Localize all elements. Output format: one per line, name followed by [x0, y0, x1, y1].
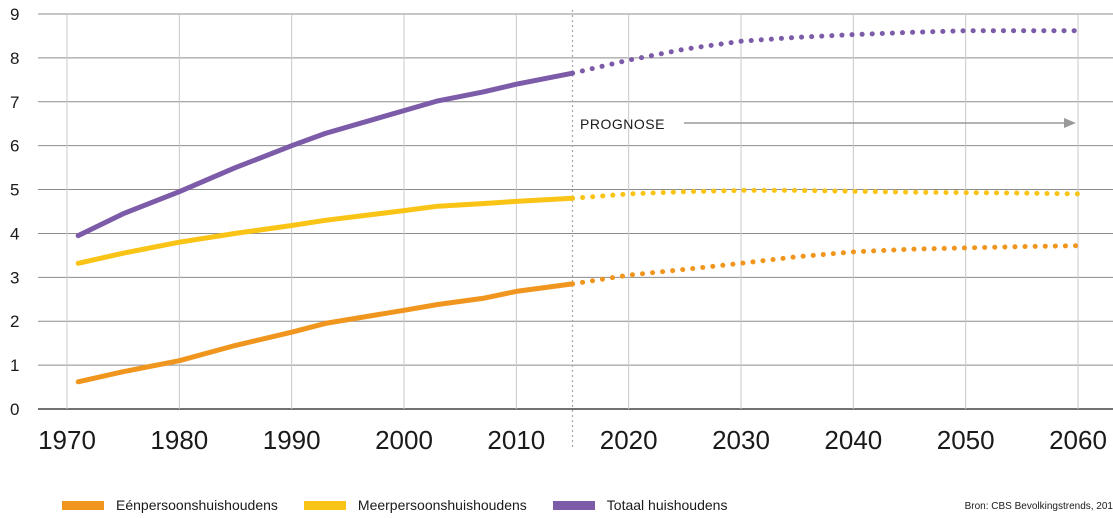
x-tick-label: 2020	[600, 425, 658, 455]
x-axis-ticks: 1970 1980 1990 2000 2010 2020 2030 2040 2050 2060	[38, 425, 1107, 455]
y-tick-label: 6	[10, 137, 19, 156]
legend-swatch	[303, 500, 346, 510]
series-line-totaal-prognosis	[570, 28, 1081, 76]
legend-item-eenpersoons: Eénpersoonshuishoudens	[62, 497, 278, 513]
series-line-meerpersoons-prognosis	[570, 187, 1081, 201]
x-tick-label: 2030	[712, 425, 770, 455]
legend-swatch	[62, 500, 104, 510]
series-line-eenpersoons-historical	[75, 281, 575, 385]
x-tick-label: 1990	[263, 425, 321, 455]
y-tick-label: 3	[10, 268, 19, 287]
series-line-meerpersoons-historical	[75, 195, 575, 266]
chart-grid	[38, 13, 1113, 410]
y-axis-ticks: 0 1 2 3 4 5 6 7 8 9	[10, 5, 19, 419]
y-tick-label: 0	[10, 400, 19, 419]
legend-label: Meerpersoonshuishoudens	[357, 497, 527, 513]
y-tick-label: 1	[10, 356, 19, 375]
x-tick-label: 2000	[375, 425, 433, 455]
prognosis-arrow-head	[1064, 118, 1076, 128]
prognosis-annotation: PROGNOSE	[580, 116, 1076, 132]
series-line-eenpersoons-prognosis	[570, 243, 1081, 287]
y-tick-label: 8	[10, 49, 19, 68]
chart-legend: Eénpersoonshuishoudens Meerpersoonshuish…	[62, 497, 753, 513]
x-tick-label: 2010	[487, 425, 545, 455]
x-tick-label: 1970	[38, 425, 96, 455]
legend-label: Eénpersoonshuishoudens	[116, 497, 278, 513]
legend-label: Totaal huishoudens	[606, 497, 728, 513]
x-tick-label: 2060	[1049, 425, 1107, 455]
y-tick-label: 4	[10, 224, 19, 243]
prognosis-label: PROGNOSE	[580, 116, 665, 132]
series-line-totaal-historical	[75, 70, 575, 239]
y-tick-label: 7	[10, 93, 19, 112]
y-tick-label: 9	[10, 5, 19, 24]
legend-swatch	[552, 500, 595, 510]
legend-item-totaal: Totaal huishoudens	[552, 497, 728, 513]
y-tick-label: 2	[10, 312, 19, 331]
series-lines	[75, 28, 1081, 385]
x-tick-label: 2050	[937, 425, 995, 455]
x-tick-label: 2040	[824, 425, 882, 455]
source-note: Bron: CBS Bevolkingstrends, 201	[964, 501, 1113, 512]
x-tick-label: 1980	[150, 425, 208, 455]
legend-item-meerpersoons: Meerpersoonshuishoudens	[303, 497, 527, 513]
y-tick-label: 5	[10, 181, 19, 200]
